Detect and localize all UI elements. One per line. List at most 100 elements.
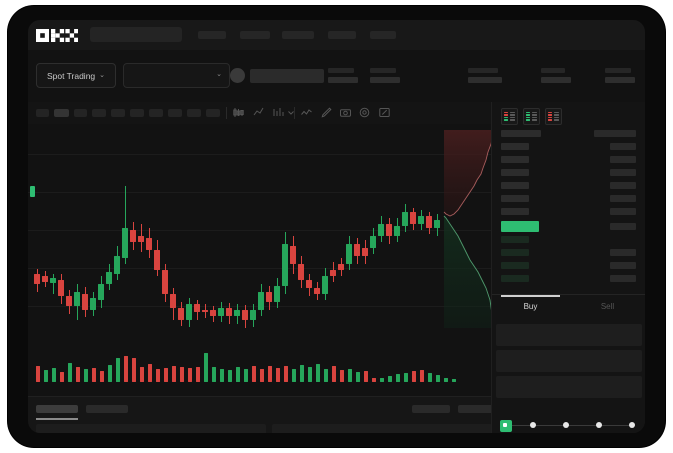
candle-body-30 [274,286,280,302]
top-navigation-bar [28,20,645,50]
toolbar-divider-1 [294,107,295,119]
orderbook-view-modes [501,108,562,125]
orderbook-bid-row-2[interactable] [501,262,529,269]
timeframe-chip-6[interactable] [149,109,163,117]
chart-type-icon[interactable] [252,106,265,119]
orderbook-bid-row-3[interactable] [501,275,529,282]
orderbook-ask-size-0 [610,143,636,150]
candle-body-47 [410,212,416,224]
amount-percent-slider[interactable] [500,420,638,432]
slider-track [506,424,634,426]
candle-body-9 [106,272,112,284]
orderbook-ask-row-3[interactable] [501,182,529,189]
nav-item-1[interactable] [240,31,270,39]
trading-pair-dropdown[interactable]: ⌄ [123,63,230,88]
candlestick-icon[interactable] [232,106,245,119]
chart-gridline-3 [28,268,498,269]
timeframe-chip-5[interactable] [130,109,144,117]
slider-dot-4[interactable] [629,422,635,428]
candle-body-35 [314,288,320,294]
candle-body-16 [162,270,168,294]
timeframe-chip-1[interactable] [54,109,69,117]
stat-label [370,68,396,73]
timeframe-chip-0[interactable] [36,109,49,117]
timeframe-chip-7[interactable] [168,109,182,117]
indicators-icon[interactable] [272,106,285,119]
candle-body-48 [418,216,424,224]
line-chart-icon[interactable] [300,106,313,119]
timeframe-chip-4[interactable] [111,109,125,117]
orderbook-ask-row-5[interactable] [501,208,529,215]
orderbook-ask-row-1[interactable] [501,156,529,163]
orderbook-ask-size-4 [610,195,636,202]
volume-bar-40 [356,372,360,382]
bottom-tab-1[interactable] [86,405,128,413]
fullscreen-icon[interactable] [378,106,391,119]
timeframe-chip-2[interactable] [74,109,87,117]
orderbook-ask-size-2 [610,169,636,176]
timeframe-chip-8[interactable] [187,109,201,117]
timeframe-chip-3[interactable] [92,109,106,117]
candle-body-24 [226,308,232,316]
orderbook-bid-row-1[interactable] [501,249,529,256]
chevron-down-icon: ⌄ [216,71,222,78]
candle-body-5 [74,292,80,306]
current-price-marker [30,186,35,197]
tab-sell[interactable]: Sell [600,302,615,311]
orderbook-ask-row-2[interactable] [501,169,529,176]
orderbook-spread-price[interactable] [501,221,539,232]
slider-dot-3[interactable] [596,422,602,428]
order-form-field-2[interactable] [496,376,642,398]
order-form-field-0[interactable] [496,324,642,346]
candle-body-4 [66,296,72,306]
slider-dot-2[interactable] [563,422,569,428]
coin-avatar [230,68,245,83]
orderbook-bids-icon[interactable] [523,108,540,125]
candle-body-45 [394,226,400,236]
nav-item-0[interactable] [198,31,226,39]
order-form-field-1[interactable] [496,350,642,372]
global-search-input[interactable] [90,27,182,42]
app-screen: Spot Trading ⌄ ⌄ [28,20,645,433]
drawing-pencil-icon[interactable] [320,106,333,119]
slider-dot-1[interactable] [530,422,536,428]
nav-item-2[interactable] [282,31,314,39]
volume-bar-36 [324,369,328,382]
orderbook-ask-row-4[interactable] [501,195,529,202]
okx-logo[interactable] [36,29,78,42]
market-type-dropdown[interactable]: Spot Trading ⌄ [36,63,116,88]
market-stat-0 [328,68,358,83]
volume-bar-18 [180,367,184,382]
volume-bar-49 [428,373,432,382]
slider-active-handle[interactable] [500,420,512,432]
volume-bar-41 [364,371,368,382]
bottom-tab-0[interactable] [36,405,78,413]
nav-item-3[interactable] [328,31,356,39]
orderbook-ask-row-0[interactable] [501,143,529,150]
camera-icon[interactable] [339,106,352,119]
orderbook-asks-icon[interactable] [545,108,562,125]
orderbook-bid-row-0[interactable] [501,236,529,243]
bottom-action-1[interactable] [458,405,496,413]
chevron-down-icon[interactable] [287,106,295,119]
volume-bar-24 [228,370,232,382]
candle-body-1 [42,276,48,282]
candle-body-41 [362,248,368,256]
candle-body-29 [266,292,272,302]
order-book-panel: Buy Sell [491,102,645,433]
volume-bar-17 [172,366,176,382]
candle-body-2 [50,278,56,283]
candle-body-49 [426,216,432,228]
volume-bar-25 [236,367,240,382]
tab-buy[interactable]: Buy [523,302,538,311]
orderbook-bid-size-2 [610,262,636,269]
bottom-action-0[interactable] [412,405,450,413]
orderbook-both-icon[interactable] [501,108,518,125]
volume-bar-0 [36,366,40,382]
nav-item-4[interactable] [370,31,396,39]
settings-gear-icon[interactable] [358,106,371,119]
volume-bar-16 [164,368,168,382]
candle-body-7 [90,298,96,310]
timeframe-chip-9[interactable] [206,109,220,117]
candle-body-13 [138,236,144,242]
